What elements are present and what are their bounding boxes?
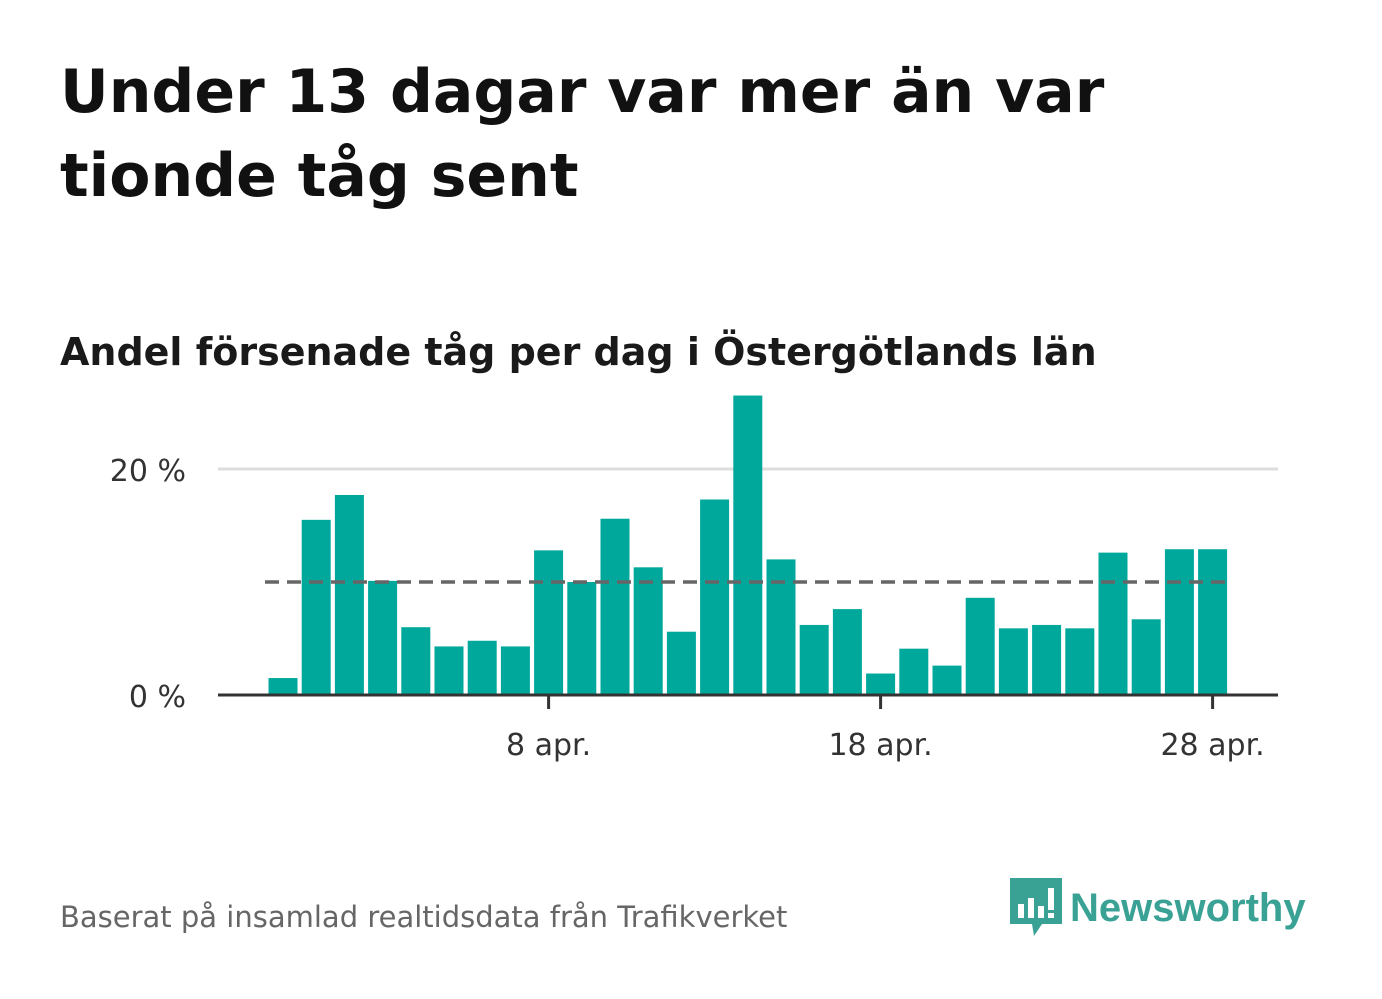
bar [832,609,862,695]
bar [733,395,763,695]
axes: 0 % 20 % 8 apr. 18 apr. 28 apr. [110,454,1278,763]
y-tick-label: 20 % [110,454,186,489]
bar [1065,628,1095,695]
chart-subtitle: Andel försenade tåg per dag i Östergötla… [60,330,1097,374]
x-tick-label: 8 apr. [506,728,591,763]
bar [766,559,796,695]
bar [1032,624,1062,695]
y-tick-label: 0 % [129,680,186,715]
bar [467,640,497,695]
bar [600,518,630,695]
bar [1164,549,1194,695]
bar [1131,619,1161,695]
bar [932,665,962,695]
bar [1098,552,1128,695]
bar [268,678,298,695]
bar [700,499,730,695]
bar [1198,549,1228,695]
bar [899,648,929,695]
chart-title: Under 13 dagar var mer än var tionde tåg… [60,57,1105,211]
bar [434,646,464,695]
bar [998,628,1028,695]
bar [666,631,696,695]
bar [334,494,364,695]
bar [500,646,530,695]
bar [368,580,398,695]
newsworthy-logo-icon [1010,878,1062,936]
bar [965,597,995,695]
bar [534,550,564,695]
bars [268,395,1228,695]
bar [567,582,597,695]
bar [799,624,829,695]
bar [401,627,431,695]
bar [633,567,663,695]
x-tick-label: 28 apr. [1160,728,1264,763]
bar [866,673,896,695]
x-tick-label: 18 apr. [828,728,932,763]
bar [301,519,331,695]
brand-name: Newsworthy [1070,885,1306,930]
source-note: Baserat på insamlad realtidsdata från Tr… [60,900,788,934]
brand-logo: Newsworthy [1010,878,1306,938]
